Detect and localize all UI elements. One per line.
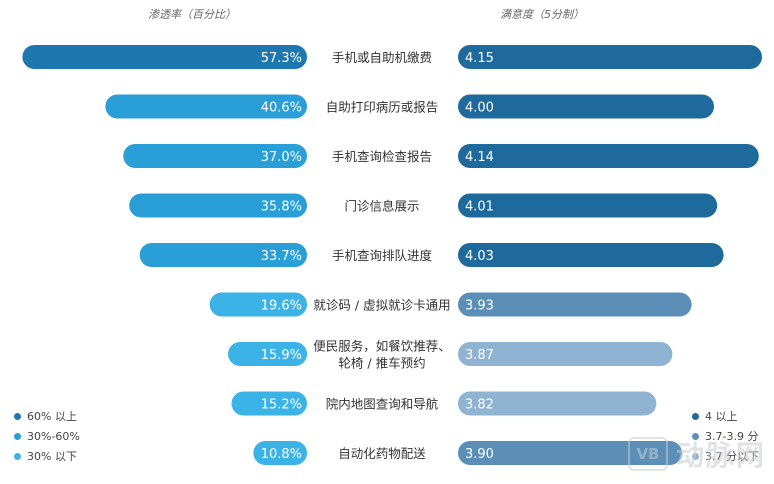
right-legend: 4 以上 3.7-3.9 分 3.7 分以下: [692, 406, 759, 466]
legend-label: 30% 以下: [27, 450, 77, 463]
legend-dot-icon: [692, 412, 699, 420]
satisfaction-value-label: 3.82: [465, 398, 494, 413]
satisfaction-value-label: 3.93: [465, 299, 494, 314]
legend-dot-icon: [692, 452, 699, 460]
category-label: 门诊信息展示: [344, 199, 419, 214]
category-label: 院内地图查询和导航: [326, 397, 439, 412]
satisfaction-value-label: 3.87: [465, 348, 494, 363]
penetration-bar: [231, 391, 307, 416]
penetration-bar: [228, 342, 307, 366]
left-axis-header: 渗透率（百分比）: [148, 8, 236, 21]
satisfaction-bar: [458, 292, 692, 317]
penetration-value-label: 35.8%: [261, 200, 302, 215]
legend-dot-icon: [692, 432, 699, 440]
watermark-text: 动脉网: [675, 439, 766, 472]
category-label: 手机查询排队进度: [332, 248, 433, 263]
satisfaction-value-label: 4.15: [465, 51, 494, 66]
penetration-bar: [139, 243, 307, 267]
satisfaction-value-label: 4.01: [465, 200, 494, 215]
satisfaction-value-label: 4.03: [465, 249, 494, 264]
penetration-value-label: 15.9%: [261, 348, 302, 363]
legend-dot-icon: [14, 452, 21, 460]
penetration-bar: [22, 45, 307, 69]
satisfaction-bar: [458, 441, 682, 465]
right-legend-item: 3.7-3.9 分: [692, 426, 759, 446]
category-label: 便民服务，如餐饮推荐、: [313, 339, 451, 354]
category-label: 手机或自助机缴费: [332, 50, 432, 65]
satisfaction-bar: [458, 144, 759, 168]
left-legend-item: 30% 以下: [14, 446, 80, 466]
penetration-value-label: 57.3%: [261, 51, 302, 66]
penetration-bar: [123, 144, 307, 168]
right-legend-item: 3.7 分以下: [692, 446, 759, 466]
left-legend-item: 30%-60%: [14, 426, 80, 446]
penetration-value-label: 15.2%: [261, 398, 302, 413]
satisfaction-bar: [458, 342, 673, 366]
left-legend-item: 60% 以上: [14, 406, 80, 426]
legend-dot-icon: [14, 412, 21, 420]
penetration-bar: [253, 441, 307, 465]
right-legend-item: 4 以上: [692, 406, 759, 426]
penetration-value-label: 33.7%: [261, 249, 302, 264]
legend-label: 3.7 分以下: [705, 450, 759, 463]
watermark-logo: VB: [627, 437, 668, 471]
satisfaction-bar: [458, 243, 724, 267]
watermark: VB 动脉网: [627, 434, 766, 474]
satisfaction-value-label: 4.00: [465, 101, 494, 116]
right-axis-header: 满意度（5分制）: [500, 8, 584, 21]
penetration-value-label: 10.8%: [261, 447, 302, 462]
left-legend: 60% 以上 30%-60% 30% 以下: [14, 406, 80, 466]
satisfaction-bar: [458, 391, 657, 416]
category-label: 自动化药物配送: [338, 446, 426, 461]
legend-label: 3.7-3.9 分: [705, 430, 759, 443]
legend-label: 30%-60%: [27, 429, 80, 443]
category-label: 就诊码 / 虚拟就诊卡通用: [313, 298, 450, 313]
penetration-value-label: 37.0%: [261, 150, 302, 165]
satisfaction-value-label: 4.14: [465, 150, 494, 165]
satisfaction-bar: [458, 45, 762, 69]
legend-label: 60% 以上: [27, 410, 77, 423]
legend-dot-icon: [14, 432, 21, 440]
penetration-value-label: 40.6%: [261, 101, 302, 116]
category-label: 手机查询检查报告: [332, 149, 432, 164]
satisfaction-bar: [458, 94, 714, 119]
satisfaction-value-label: 3.90: [465, 447, 494, 462]
category-label: 轮椅 / 推车预约: [338, 356, 425, 371]
penetration-value-label: 19.6%: [261, 299, 302, 314]
legend-label: 4 以上: [705, 410, 738, 423]
category-label: 自助打印病历或报告: [326, 100, 439, 115]
penetration-bar: [129, 193, 307, 218]
satisfaction-bar: [458, 193, 718, 218]
penetration-bar: [105, 94, 307, 119]
penetration-bar: [209, 292, 307, 317]
